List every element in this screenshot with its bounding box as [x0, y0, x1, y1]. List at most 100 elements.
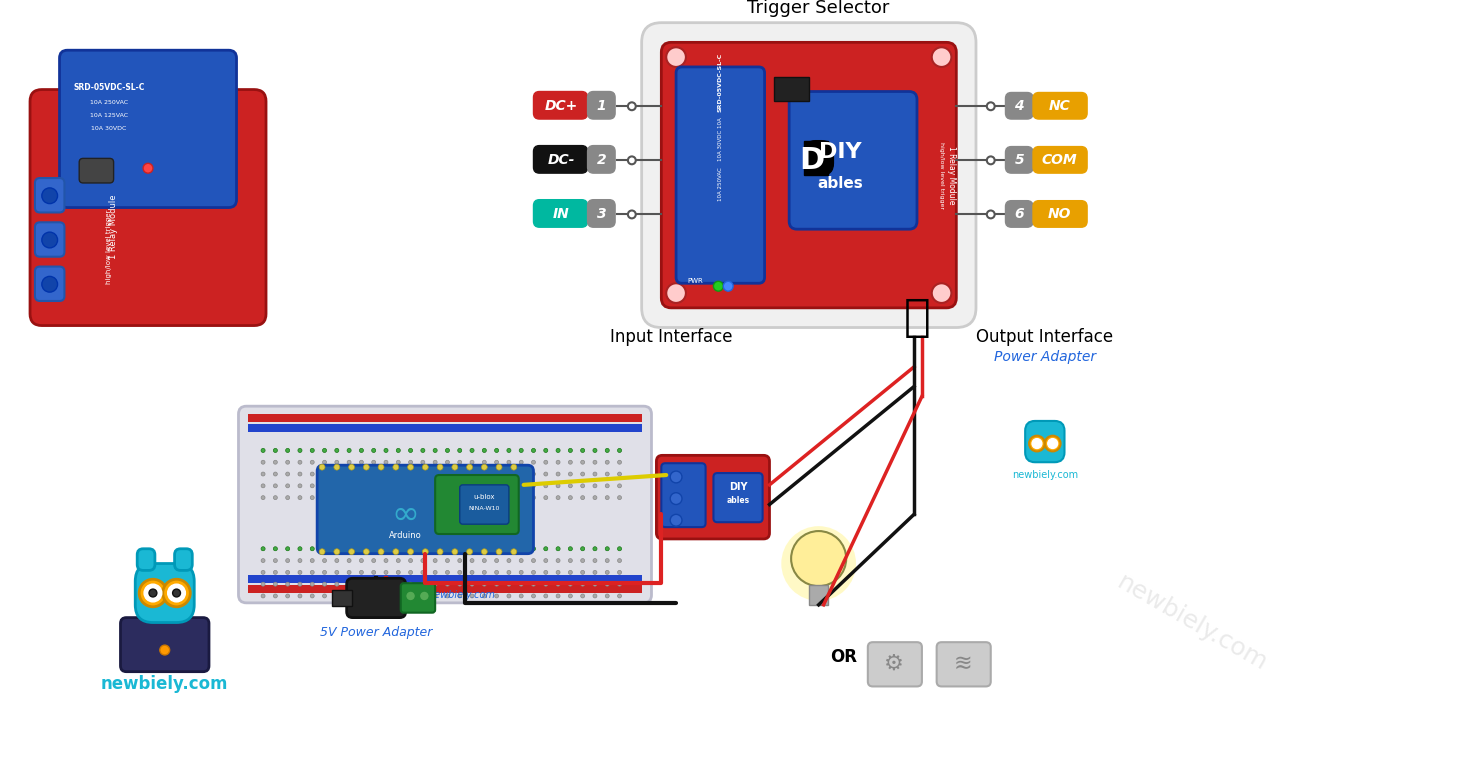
- Circle shape: [393, 464, 399, 470]
- Circle shape: [556, 559, 561, 563]
- Text: 3: 3: [596, 207, 606, 221]
- Circle shape: [458, 547, 461, 550]
- Circle shape: [445, 571, 450, 574]
- Circle shape: [349, 549, 355, 554]
- Circle shape: [581, 547, 584, 550]
- Circle shape: [568, 449, 572, 453]
- Text: ⏻: ⏻: [904, 296, 930, 339]
- Circle shape: [319, 464, 325, 470]
- Circle shape: [322, 594, 327, 598]
- Circle shape: [467, 549, 472, 554]
- FancyBboxPatch shape: [80, 158, 114, 183]
- Circle shape: [385, 449, 387, 453]
- Circle shape: [531, 460, 535, 464]
- Circle shape: [422, 547, 424, 550]
- Text: newbiely.com: newbiely.com: [1012, 470, 1078, 480]
- Circle shape: [322, 582, 327, 586]
- Circle shape: [445, 496, 450, 500]
- Circle shape: [458, 472, 461, 476]
- Circle shape: [495, 464, 501, 470]
- Circle shape: [531, 594, 535, 598]
- Circle shape: [544, 571, 547, 574]
- Text: ables: ables: [726, 496, 750, 504]
- Circle shape: [297, 449, 302, 453]
- Circle shape: [1044, 436, 1060, 451]
- Circle shape: [445, 484, 450, 488]
- Circle shape: [433, 559, 438, 563]
- Circle shape: [470, 547, 473, 550]
- Circle shape: [297, 547, 302, 550]
- Circle shape: [297, 496, 302, 500]
- Circle shape: [262, 472, 265, 476]
- Circle shape: [531, 496, 535, 500]
- Circle shape: [507, 449, 510, 453]
- Circle shape: [470, 571, 473, 574]
- Circle shape: [348, 472, 351, 476]
- Circle shape: [470, 547, 473, 550]
- Circle shape: [285, 571, 290, 574]
- Circle shape: [618, 559, 621, 563]
- Circle shape: [453, 464, 458, 470]
- Circle shape: [319, 549, 325, 554]
- Circle shape: [581, 559, 584, 563]
- Circle shape: [274, 472, 278, 476]
- Circle shape: [556, 547, 561, 550]
- Text: ables: ables: [818, 176, 864, 191]
- Circle shape: [433, 449, 438, 453]
- Text: Output Interface: Output Interface: [976, 328, 1114, 346]
- Text: ≋: ≋: [954, 654, 973, 674]
- Circle shape: [311, 571, 314, 574]
- Circle shape: [666, 47, 686, 67]
- Circle shape: [433, 460, 438, 464]
- Circle shape: [422, 472, 424, 476]
- Circle shape: [544, 484, 547, 488]
- Circle shape: [531, 449, 535, 453]
- FancyBboxPatch shape: [642, 22, 976, 328]
- FancyBboxPatch shape: [138, 549, 155, 571]
- Circle shape: [396, 571, 401, 574]
- Text: ⚙: ⚙: [884, 654, 904, 674]
- Circle shape: [531, 571, 535, 574]
- Text: COM: COM: [1041, 153, 1077, 167]
- Text: 10A 125VAC: 10A 125VAC: [90, 113, 127, 118]
- Circle shape: [507, 571, 510, 574]
- Circle shape: [438, 549, 444, 554]
- Circle shape: [371, 594, 376, 598]
- Circle shape: [593, 559, 598, 563]
- Circle shape: [986, 210, 995, 218]
- Circle shape: [458, 449, 461, 453]
- Circle shape: [285, 559, 290, 563]
- Circle shape: [385, 571, 387, 574]
- Circle shape: [334, 547, 339, 550]
- Circle shape: [393, 549, 399, 554]
- Circle shape: [581, 594, 584, 598]
- Circle shape: [359, 449, 364, 453]
- FancyBboxPatch shape: [1032, 200, 1087, 227]
- Circle shape: [348, 547, 351, 550]
- Text: NO: NO: [1049, 207, 1071, 221]
- Circle shape: [422, 449, 424, 453]
- Circle shape: [422, 571, 424, 574]
- Circle shape: [568, 449, 572, 453]
- Bar: [805, 140, 828, 175]
- Circle shape: [593, 594, 598, 598]
- Circle shape: [396, 547, 401, 550]
- Circle shape: [285, 547, 290, 550]
- Circle shape: [531, 547, 535, 550]
- Circle shape: [408, 594, 413, 598]
- FancyBboxPatch shape: [805, 140, 833, 175]
- FancyBboxPatch shape: [1025, 421, 1065, 463]
- Circle shape: [605, 484, 609, 488]
- Circle shape: [581, 460, 584, 464]
- Text: 6: 6: [1015, 207, 1023, 221]
- Circle shape: [544, 472, 547, 476]
- Circle shape: [348, 484, 351, 488]
- Circle shape: [531, 484, 535, 488]
- Text: high/low level trigger: high/low level trigger: [105, 210, 112, 284]
- Circle shape: [262, 571, 265, 574]
- Circle shape: [544, 496, 547, 500]
- Circle shape: [458, 547, 461, 550]
- Circle shape: [581, 571, 584, 574]
- Circle shape: [556, 496, 561, 500]
- Circle shape: [482, 594, 487, 598]
